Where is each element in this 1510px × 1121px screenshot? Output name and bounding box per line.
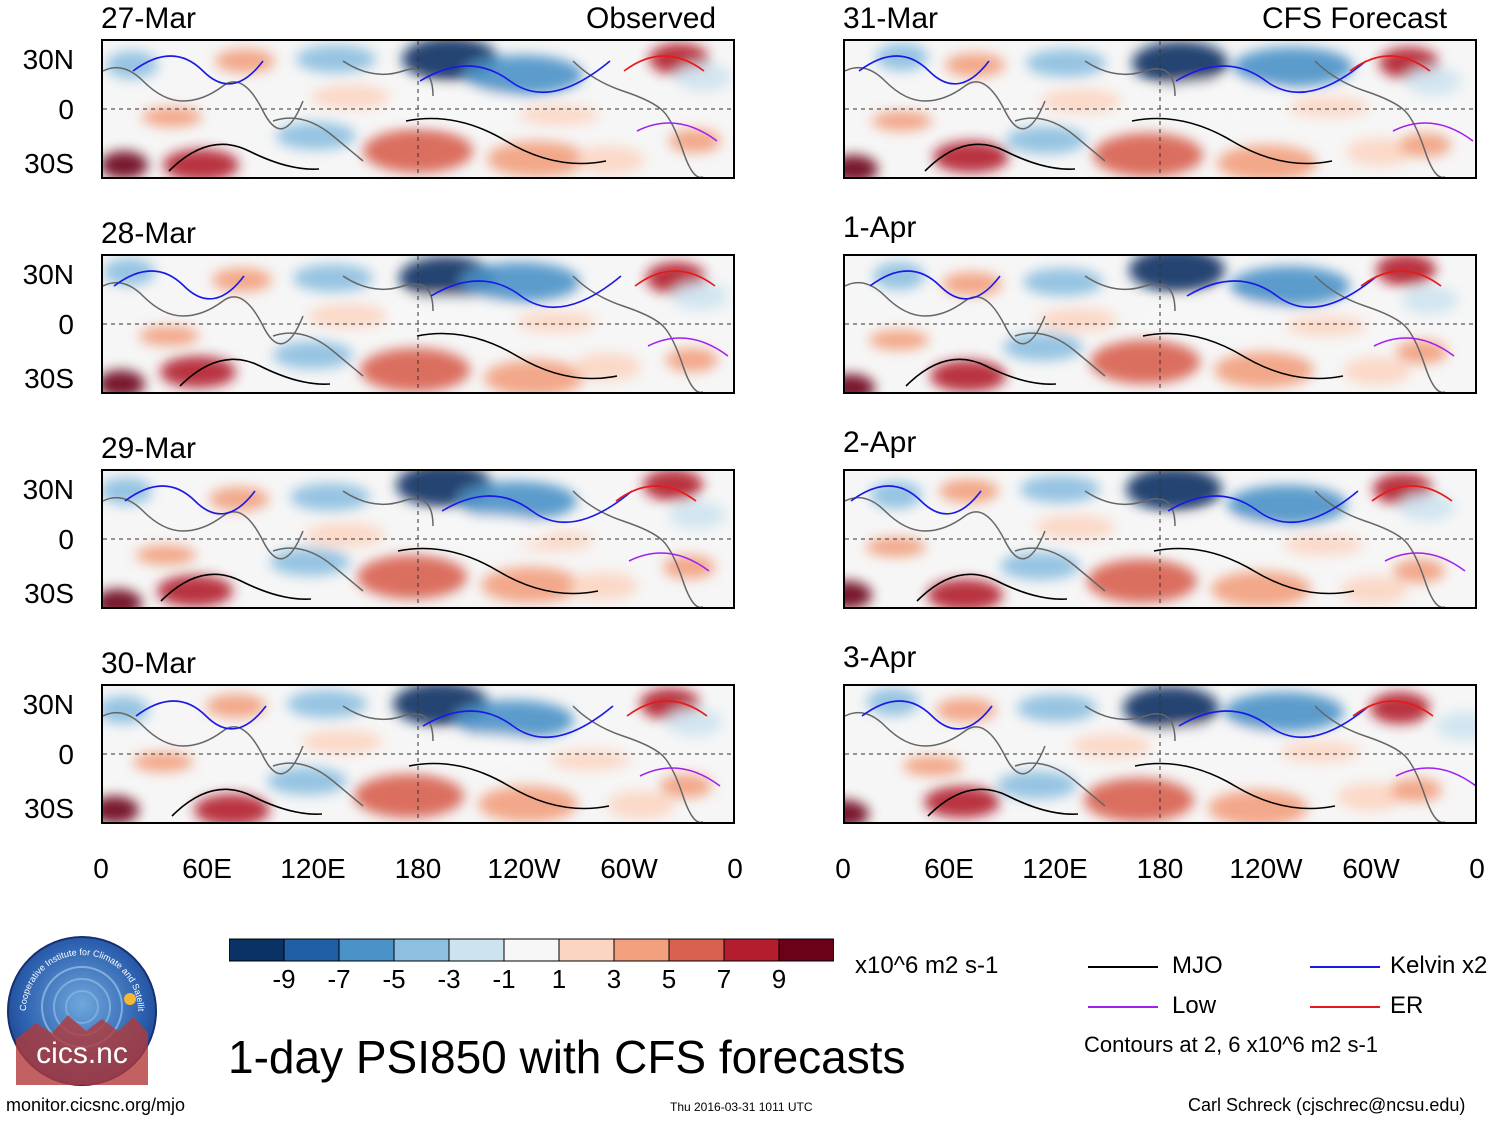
map-panel-31-mar <box>843 39 1477 179</box>
contours-note: Contours at 2, 6 x10^6 m2 s-1 <box>1084 1032 1379 1057</box>
date-label-right-3: 2-Apr <box>843 426 917 459</box>
observed-header: Observed <box>586 2 717 35</box>
colorbar-segment <box>613 938 670 962</box>
figure-title: 1-day PSI850 with CFS forecasts <box>228 1031 906 1083</box>
legend-line-mjo <box>1088 966 1158 968</box>
lon-label-right-360: 0 <box>1469 853 1485 884</box>
lon-label-left-120w: 120W <box>487 853 561 884</box>
logo-wordmark: cics.nc <box>36 1037 128 1070</box>
lon-label-right-60w: 60W <box>1342 853 1400 884</box>
lon-label-left-360: 0 <box>727 853 743 884</box>
footer-author: Carl Schreck (cjschrec@ncsu.edu) <box>1188 1095 1466 1115</box>
lat-30n-row-1: 30N <box>22 44 74 75</box>
cb-tick-neg3: -3 <box>437 964 461 994</box>
colorbar-segment <box>283 938 340 962</box>
colorbar-segment <box>778 938 835 962</box>
map-panel-28-mar <box>101 254 735 394</box>
lon-label-left-60w: 60W <box>600 853 658 884</box>
date-label-left-1: 27-Mar <box>101 2 197 35</box>
cb-tick-3: 3 <box>606 964 622 994</box>
colorbar <box>228 938 835 962</box>
lon-label-left-0: 0 <box>93 853 109 884</box>
legend-label-mjo: MJO <box>1172 952 1223 979</box>
lat-eq-row-3: 0 <box>58 524 74 555</box>
map-panel-3-apr <box>843 684 1477 824</box>
legend-line-kelvin <box>1310 966 1380 968</box>
footer-url: monitor.cicsnc.org/mjo <box>6 1095 186 1115</box>
cb-tick-9: 9 <box>771 964 787 994</box>
lon-label-right-0: 0 <box>835 853 851 884</box>
colorbar-segment <box>448 938 505 962</box>
map-panel-29-mar <box>101 469 735 609</box>
date-label-left-2: 28-Mar <box>101 217 197 250</box>
lat-30n-row-2: 30N <box>22 259 74 290</box>
legend-label-er: ER <box>1390 992 1424 1019</box>
cb-tick-neg7: -7 <box>327 964 351 994</box>
colorbar-segment <box>393 938 450 962</box>
colorbar-units: x10^6 m2 s-1 <box>855 952 999 979</box>
cb-tick-neg9: -9 <box>272 964 296 994</box>
cics-logo: cics.nc Cooperative Institute for Climat… <box>3 927 158 1087</box>
lon-label-left-180: 180 <box>394 853 442 884</box>
cb-tick-neg1: -1 <box>492 964 516 994</box>
map-panel-1-apr <box>843 254 1477 394</box>
lat-eq-row-2: 0 <box>58 309 74 340</box>
legend-line-er <box>1310 1006 1380 1008</box>
lat-30s-row-3: 30S <box>24 578 74 609</box>
colorbar-segment <box>338 938 395 962</box>
lat-30s-row-1: 30S <box>24 148 74 179</box>
date-label-right-2: 1-Apr <box>843 211 917 244</box>
map-panel-30-mar <box>101 684 735 824</box>
legend-label-kelvin: Kelvin x2 <box>1390 952 1488 979</box>
lat-30n-row-3: 30N <box>22 474 74 505</box>
date-label-right-1: 31-Mar <box>843 2 939 35</box>
lat-eq-row-4: 0 <box>58 739 74 770</box>
cb-tick-1: 1 <box>551 964 567 994</box>
cb-tick-5: 5 <box>661 964 677 994</box>
colorbar-segment <box>723 938 780 962</box>
legend-line-low <box>1088 1006 1158 1008</box>
lat-30s-row-2: 30S <box>24 363 74 394</box>
lat-30s-row-4: 30S <box>24 793 74 824</box>
colorbar-segment <box>228 938 285 962</box>
colorbar-ticks: -9 -7 -5 -3 -1 1 3 5 7 9 <box>259 966 809 996</box>
cb-tick-neg5: -5 <box>382 964 406 994</box>
colorbar-segment <box>503 938 560 962</box>
lon-label-right-60e: 60E <box>924 853 974 884</box>
lon-label-right-120w: 120W <box>1229 853 1303 884</box>
lon-label-right-120e: 120E <box>1022 853 1088 884</box>
date-label-right-4: 3-Apr <box>843 641 917 674</box>
cfs-forecast-header: CFS Forecast <box>1262 2 1448 35</box>
lon-label-left-120e: 120E <box>280 853 346 884</box>
cb-tick-7: 7 <box>716 964 732 994</box>
legend-label-low: Low <box>1172 992 1217 1019</box>
lon-label-right-180: 180 <box>1136 853 1184 884</box>
lat-eq-row-1: 0 <box>58 94 74 125</box>
date-label-left-3: 29-Mar <box>101 432 197 465</box>
date-label-left-4: 30-Mar <box>101 647 197 680</box>
map-panel-2-apr <box>843 469 1477 609</box>
lat-30n-row-4: 30N <box>22 689 74 720</box>
lon-label-left-60e: 60E <box>182 853 232 884</box>
map-panel-27-mar <box>101 39 735 179</box>
colorbar-segment <box>668 938 725 962</box>
footer-timestamp: Thu 2016-03-31 1011 UTC <box>670 1100 813 1114</box>
colorbar-segment <box>558 938 615 962</box>
